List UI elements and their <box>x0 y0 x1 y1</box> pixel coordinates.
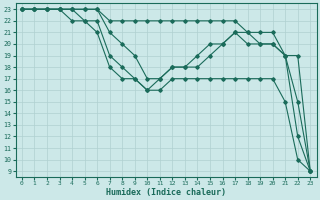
X-axis label: Humidex (Indice chaleur): Humidex (Indice chaleur) <box>106 188 226 197</box>
